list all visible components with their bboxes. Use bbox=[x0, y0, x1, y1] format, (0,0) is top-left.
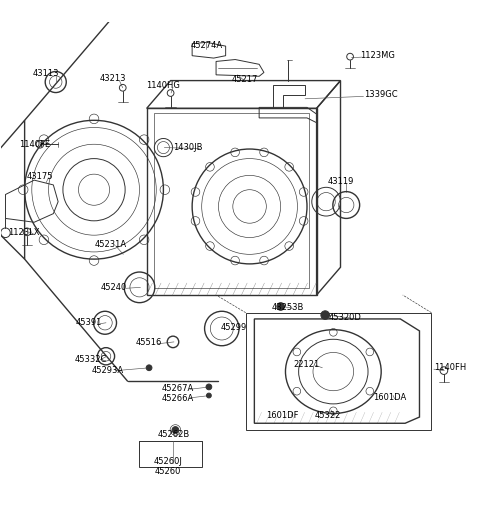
Text: 45262B: 45262B bbox=[158, 430, 190, 439]
Text: 45516: 45516 bbox=[136, 338, 162, 347]
Text: 45293A: 45293A bbox=[92, 366, 124, 375]
Text: 43113: 43113 bbox=[33, 69, 60, 78]
Text: 22121: 22121 bbox=[293, 360, 319, 369]
Circle shape bbox=[146, 365, 152, 371]
Text: 1601DF: 1601DF bbox=[266, 411, 299, 420]
Text: 45332C: 45332C bbox=[74, 355, 107, 363]
Text: 43175: 43175 bbox=[27, 172, 53, 181]
Text: 45299: 45299 bbox=[221, 323, 247, 332]
Circle shape bbox=[172, 427, 179, 434]
Text: 43213: 43213 bbox=[100, 74, 126, 83]
Text: 45217: 45217 bbox=[231, 75, 258, 84]
Bar bbox=[246, 313, 432, 430]
Circle shape bbox=[321, 311, 329, 320]
Text: 43253B: 43253B bbox=[272, 303, 304, 312]
Text: 1339GC: 1339GC bbox=[364, 90, 398, 99]
Text: 45260J: 45260J bbox=[154, 457, 183, 466]
Text: 1601DA: 1601DA bbox=[372, 393, 406, 402]
Text: 45322: 45322 bbox=[314, 411, 341, 420]
Text: 45240: 45240 bbox=[101, 283, 127, 292]
Text: 45260: 45260 bbox=[155, 467, 181, 475]
Text: 45266A: 45266A bbox=[162, 394, 194, 403]
Text: 1123LX: 1123LX bbox=[8, 228, 39, 237]
Text: 45320D: 45320D bbox=[329, 313, 362, 322]
Text: 1123MG: 1123MG bbox=[360, 51, 395, 60]
Text: 45391: 45391 bbox=[76, 319, 102, 327]
Circle shape bbox=[206, 384, 212, 390]
Text: 43119: 43119 bbox=[327, 177, 354, 186]
Text: 45274A: 45274A bbox=[191, 41, 223, 50]
Text: 1140FH: 1140FH bbox=[434, 363, 467, 372]
Text: 1140HG: 1140HG bbox=[146, 81, 180, 90]
Circle shape bbox=[206, 393, 211, 398]
Bar bbox=[140, 441, 202, 468]
Text: 1140FE: 1140FE bbox=[19, 140, 50, 149]
Text: 45267A: 45267A bbox=[162, 384, 194, 393]
Text: 1430JB: 1430JB bbox=[173, 143, 202, 152]
Text: 45231A: 45231A bbox=[95, 240, 127, 249]
Circle shape bbox=[277, 303, 285, 310]
